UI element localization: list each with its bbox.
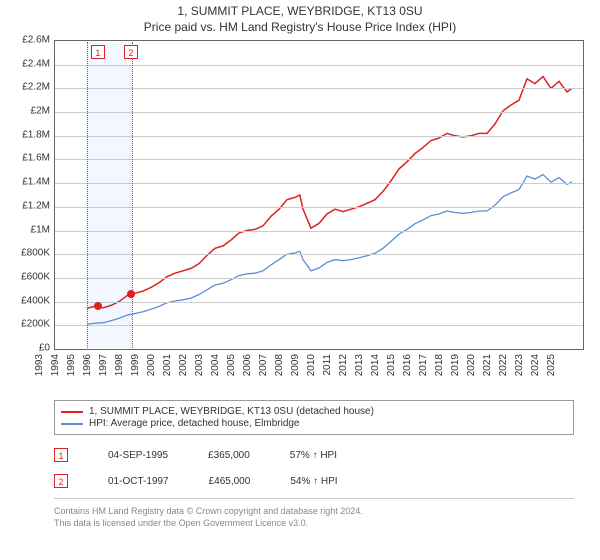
txn-rel-2: 54% ↑ HPI xyxy=(290,476,337,487)
legend: 1, SUMMIT PLACE, WEYBRIDGE, KT13 0SU (de… xyxy=(54,400,574,435)
txn-marker-2: 2 xyxy=(54,474,68,488)
txn-marker-flag: 1 xyxy=(91,45,105,59)
txn-dot xyxy=(127,290,135,298)
y-axis-label: £600K xyxy=(21,271,50,282)
y-axis-label: £1.2M xyxy=(22,200,50,211)
price-band xyxy=(87,42,132,348)
x-axis-label: 2025 xyxy=(546,354,586,376)
gridline-h xyxy=(55,159,583,160)
gridline-h xyxy=(55,231,583,232)
line-svg xyxy=(55,41,583,349)
txn-price-2: £465,000 xyxy=(209,476,251,487)
gridline-h xyxy=(55,136,583,137)
y-axis-label: £0 xyxy=(39,343,50,354)
y-axis-label: £1M xyxy=(31,224,50,235)
txn-price-1: £365,000 xyxy=(208,450,250,461)
y-axis-label: £2M xyxy=(31,106,50,117)
txn-date-2: 01-OCT-1997 xyxy=(108,476,169,487)
txn-marker-1: 1 xyxy=(54,448,68,462)
y-axis-label: £1.8M xyxy=(22,129,50,140)
page: 1, SUMMIT PLACE, WEYBRIDGE, KT13 0SU Pri… xyxy=(0,0,600,560)
gridline-h xyxy=(55,88,583,89)
txn-dot xyxy=(94,302,102,310)
legend-swatch-hpi xyxy=(61,423,83,425)
gridline-h xyxy=(55,65,583,66)
y-axis-label: £200K xyxy=(21,319,50,330)
y-axis-label: £2.2M xyxy=(22,82,50,93)
gridline-h xyxy=(55,112,583,113)
legend-swatch-paid xyxy=(61,411,83,413)
band-line xyxy=(132,42,133,348)
title-line-1: 1, SUMMIT PLACE, WEYBRIDGE, KT13 0SU xyxy=(0,4,600,18)
gridline-h xyxy=(55,302,583,303)
transaction-row-2: 2 01-OCT-1997 £465,000 54% ↑ HPI xyxy=(54,474,574,488)
y-axis-label: £2.6M xyxy=(22,35,50,46)
legend-label-paid: 1, SUMMIT PLACE, WEYBRIDGE, KT13 0SU (de… xyxy=(89,406,374,417)
gridline-h xyxy=(55,207,583,208)
y-axis-label: £2.4M xyxy=(22,58,50,69)
footer: Contains HM Land Registry data © Crown c… xyxy=(54,506,574,529)
y-axis-label: £1.4M xyxy=(22,177,50,188)
legend-row-paid: 1, SUMMIT PLACE, WEYBRIDGE, KT13 0SU (de… xyxy=(61,406,567,417)
y-axis-label: £400K xyxy=(21,295,50,306)
gridline-h xyxy=(55,325,583,326)
gridline-h xyxy=(55,278,583,279)
plot-area: 12 xyxy=(54,40,584,350)
divider xyxy=(54,498,574,499)
legend-row-hpi: HPI: Average price, detached house, Elmb… xyxy=(61,418,567,429)
title-block: 1, SUMMIT PLACE, WEYBRIDGE, KT13 0SU Pri… xyxy=(0,0,600,34)
gridline-h xyxy=(55,183,583,184)
footer-line-2: This data is licensed under the Open Gov… xyxy=(54,518,574,530)
gridline-h xyxy=(55,254,583,255)
band-line xyxy=(87,42,88,348)
transaction-row-1: 1 04-SEP-1995 £365,000 57% ↑ HPI xyxy=(54,448,574,462)
chart: 12 £0£200K£400K£600K£800K£1M£1.2M£1.4M£1… xyxy=(0,40,600,390)
title-line-2: Price paid vs. HM Land Registry's House … xyxy=(0,20,600,34)
txn-date-1: 04-SEP-1995 xyxy=(108,450,168,461)
legend-label-hpi: HPI: Average price, detached house, Elmb… xyxy=(89,418,300,429)
footer-line-1: Contains HM Land Registry data © Crown c… xyxy=(54,506,574,518)
txn-rel-1: 57% ↑ HPI xyxy=(290,450,337,461)
y-axis-label: £800K xyxy=(21,248,50,259)
y-axis-label: £1.6M xyxy=(22,153,50,164)
txn-marker-flag: 2 xyxy=(124,45,138,59)
